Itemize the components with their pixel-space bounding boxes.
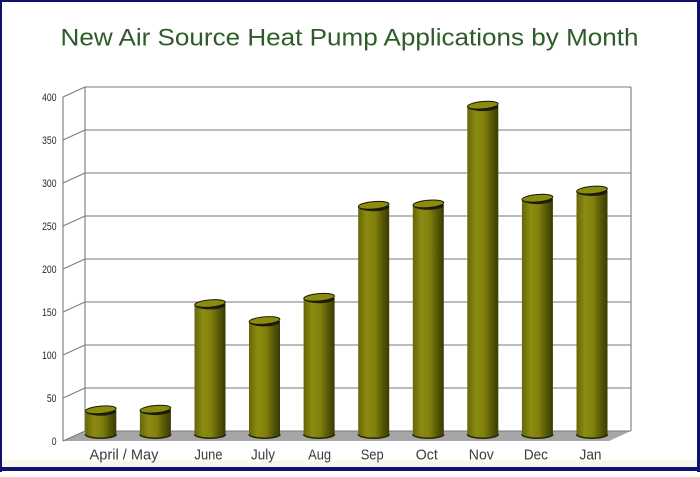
svg-text:400: 400 xyxy=(42,92,56,104)
svg-text:150: 150 xyxy=(42,307,56,319)
svg-text:300: 300 xyxy=(42,178,56,190)
svg-text:June: June xyxy=(195,447,223,464)
svg-text:Aug: Aug xyxy=(308,447,331,464)
svg-text:Nov: Nov xyxy=(469,447,494,464)
svg-text:Sep: Sep xyxy=(361,447,384,464)
svg-text:Jan: Jan xyxy=(580,447,602,464)
svg-text:New Air Source Heat Pump Appli: New Air Source Heat Pump Applications by… xyxy=(61,25,639,52)
svg-text:Oct: Oct xyxy=(416,447,439,464)
svg-text:350: 350 xyxy=(42,135,56,147)
svg-text:200: 200 xyxy=(42,264,56,276)
svg-text:50: 50 xyxy=(47,393,57,405)
svg-text:250: 250 xyxy=(42,221,56,233)
svg-text:April / May: April / May xyxy=(90,447,159,464)
svg-text:Dec: Dec xyxy=(524,447,548,464)
svg-text:100: 100 xyxy=(42,350,56,362)
svg-text:0: 0 xyxy=(52,436,57,448)
svg-text:July: July xyxy=(251,447,275,464)
